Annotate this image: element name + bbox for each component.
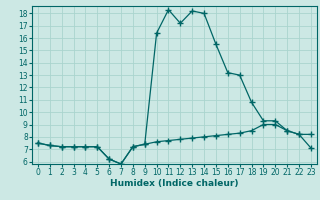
X-axis label: Humidex (Indice chaleur): Humidex (Indice chaleur) bbox=[110, 179, 239, 188]
